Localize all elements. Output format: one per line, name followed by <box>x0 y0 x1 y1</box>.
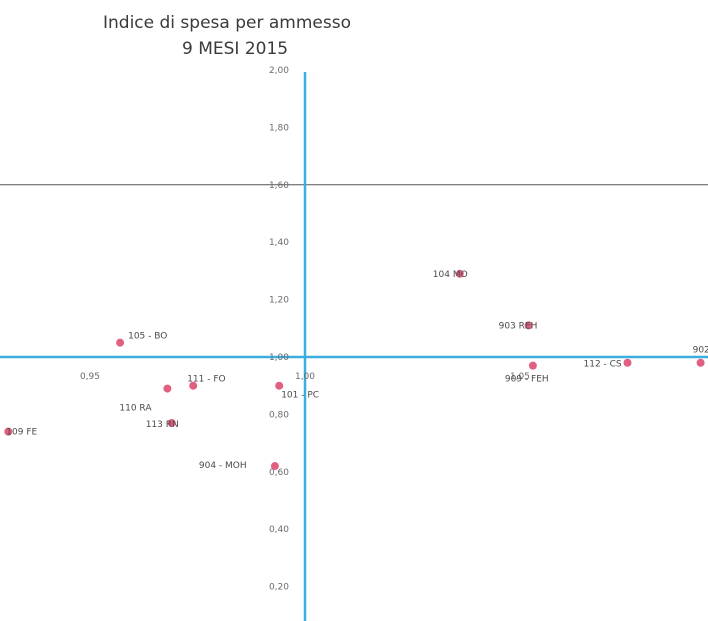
x-tick-label: 0,95 <box>80 372 100 382</box>
y-tick-label: 1,00 <box>269 353 289 363</box>
point-label: 109 FE <box>6 428 37 438</box>
point-label: 105 - BO <box>128 332 167 342</box>
data-point <box>163 384 172 393</box>
point-label: 112 - CS <box>584 360 622 370</box>
data-point <box>455 269 464 278</box>
data-point <box>270 462 279 471</box>
point-label: 101 - PC <box>281 391 319 401</box>
point-label: 110 RA <box>119 404 152 414</box>
y-tick-label: 1,40 <box>269 238 289 248</box>
point-label: 113 RN <box>146 420 179 430</box>
point-label: 104 MO <box>433 270 468 280</box>
data-point <box>623 358 632 367</box>
point-label: 904 - MOH <box>199 461 247 471</box>
data-point <box>189 381 198 390</box>
y-tick-label: 0,40 <box>269 525 289 535</box>
y-tick-label: 0,20 <box>269 583 289 593</box>
x-tick-label: 1,05 <box>510 372 530 382</box>
y-tick-label: 2,00 <box>269 66 289 76</box>
y-tick-label: 1,80 <box>269 123 289 133</box>
data-point <box>528 361 537 370</box>
plot-area: 0,20 0,40 0,60 0,80 1,00 1,20 1,40 1,60 1,80 2,00… <box>0 66 708 621</box>
chart-subtitle: 9 MESI 2015 <box>182 39 288 59</box>
y-tick-label: 0,80 <box>269 410 289 420</box>
data-point <box>696 358 705 367</box>
chart-title: Indice di spesa per ammesso <box>103 13 351 33</box>
data-point <box>116 338 125 347</box>
x-tick-label: 1,00 <box>295 372 315 382</box>
y-tick-label: 1,60 <box>269 181 289 191</box>
data-point <box>524 321 533 330</box>
data-point <box>167 419 176 428</box>
y-tick-label: 0,60 <box>269 468 289 478</box>
y-tick-label: 1,20 <box>269 296 289 306</box>
data-point <box>275 381 284 390</box>
point-label: 909 - FEH <box>505 375 549 385</box>
point-label: 903 REH <box>499 321 538 331</box>
data-point <box>4 427 13 436</box>
point-label: 111 - FO <box>187 375 225 385</box>
point-label: 902 - POH <box>693 346 708 356</box>
